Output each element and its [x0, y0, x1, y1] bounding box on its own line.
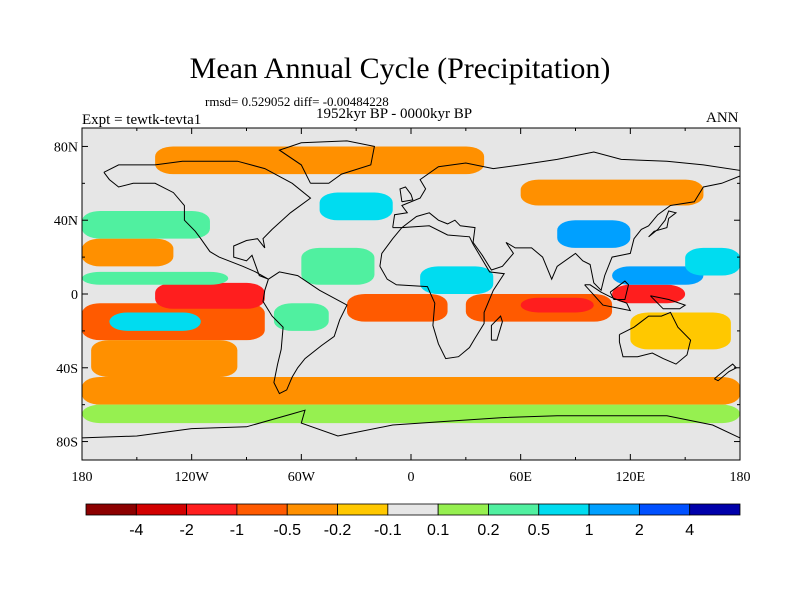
x-tick-label: 60W: [288, 470, 316, 485]
axis-ticks: 80N 40N 0 40S 80S 180 120W 60W 0 60E 120E 180: [54, 128, 751, 485]
field-north-pacific-dry: [82, 238, 174, 267]
field-south-america-wet: [273, 303, 329, 331]
colorbar-swatch: [588, 503, 640, 516]
period-text: 1952kyr BP - 0000kyr BP: [316, 106, 473, 122]
coastline-uk: [399, 186, 414, 203]
stats-text: rmsd= 0.529052 diff= -0.00484228: [205, 94, 389, 109]
field-north-atlantic-wet: [319, 192, 393, 221]
field-itcz-pacific-wet: [82, 271, 229, 285]
coastline-borneo: [609, 280, 630, 300]
colorbar-label: 0.1: [427, 522, 449, 539]
experiment-label: Expt = tewtk-tevta1: [82, 112, 202, 128]
x-tick-label: 120E: [616, 470, 646, 485]
colorbar-swatch: [638, 503, 691, 516]
field-indian-ocean-dry-2: [520, 297, 594, 313]
field-siberia-dry: [520, 179, 704, 206]
coastline-japan: [648, 210, 678, 238]
colorbar-swatch: [286, 503, 338, 516]
colorbar-swatch: [135, 503, 188, 516]
colorbar-label: -4: [129, 522, 143, 539]
coastline-antarctica: [81, 409, 741, 439]
coastline-indonesia: [584, 284, 632, 312]
field-tibet-wet: [557, 220, 631, 248]
colorbar-label: -2: [179, 522, 193, 539]
colorbar-swatch: [689, 503, 741, 516]
colorbar-swatch: [488, 503, 540, 516]
map-fields: [82, 128, 740, 460]
field-southern-ocean-dry: [82, 377, 740, 405]
colorbar-label: 4: [685, 522, 694, 539]
x-tick-label: 180: [72, 470, 93, 485]
colorbar-label: -0.1: [374, 522, 402, 539]
x-tick-label: 180: [730, 470, 751, 485]
colorbar-label: -0.5: [273, 522, 301, 539]
field-africa-wet: [420, 266, 494, 294]
colorbar: -4 -2 -1 -0.5 -0.2 -0.1 0.1 0.2 0.5 1 2 4: [85, 503, 741, 539]
y-tick-label: 0: [71, 288, 78, 303]
colorbar-label: 0.5: [528, 522, 550, 539]
colorbar-label: 0.2: [477, 522, 499, 539]
colorbar-label: -1: [230, 522, 244, 539]
colorbar-swatch: [387, 503, 439, 516]
colorbar-swatch: [186, 503, 238, 516]
colorbar-swatch: [437, 503, 489, 516]
field-south-atlantic-dry: [347, 294, 448, 322]
x-tick-label: 60E: [509, 470, 532, 485]
season-label: ANN: [706, 110, 739, 126]
field-west-pacific-wet: [685, 247, 740, 276]
y-tick-label: 40S: [56, 362, 78, 377]
field-australia-dry: [630, 312, 731, 350]
colorbar-label: 1: [585, 522, 594, 539]
coastline-new-guinea: [650, 295, 687, 310]
chart-title: Mean Annual Cycle (Precipitation): [189, 52, 611, 85]
colorbar-label: -0.2: [324, 522, 352, 539]
colorbar-swatch: [236, 503, 288, 516]
coastline-north-america: [103, 160, 312, 280]
colorbar-swatch: [337, 503, 389, 516]
colorbar-swatch: [538, 503, 590, 516]
colorbar-swatch: [85, 503, 137, 516]
coastline-greenland: [278, 140, 375, 184]
field-south-pacific-dry-2: [91, 340, 238, 377]
coastlines: [81, 140, 741, 439]
field-north-pacific-wet: [82, 211, 210, 239]
coastline-africa: [379, 225, 506, 360]
x-tick-label: 0: [408, 470, 415, 485]
y-tick-label: 80N: [54, 140, 78, 155]
colorbar-label: 2: [635, 522, 644, 539]
coastline-madagascar: [490, 315, 503, 341]
field-south-pacific-wet: [109, 312, 201, 331]
field-atlantic-wet: [301, 247, 375, 285]
coastline-south-america: [262, 271, 348, 395]
x-tick-label: 120W: [175, 470, 210, 485]
coastline-eurasia: [392, 151, 741, 292]
y-tick-label: 80S: [56, 436, 78, 451]
field-asia-wet: [612, 266, 704, 285]
field-arctic-dry: [155, 146, 485, 175]
coastline-australia: [618, 311, 692, 365]
field-east-pacific-dry: [155, 282, 265, 309]
field-south-ocean-wet: [82, 404, 740, 424]
y-tick-label: 40N: [54, 214, 78, 229]
field-maritime-dry: [612, 284, 686, 304]
